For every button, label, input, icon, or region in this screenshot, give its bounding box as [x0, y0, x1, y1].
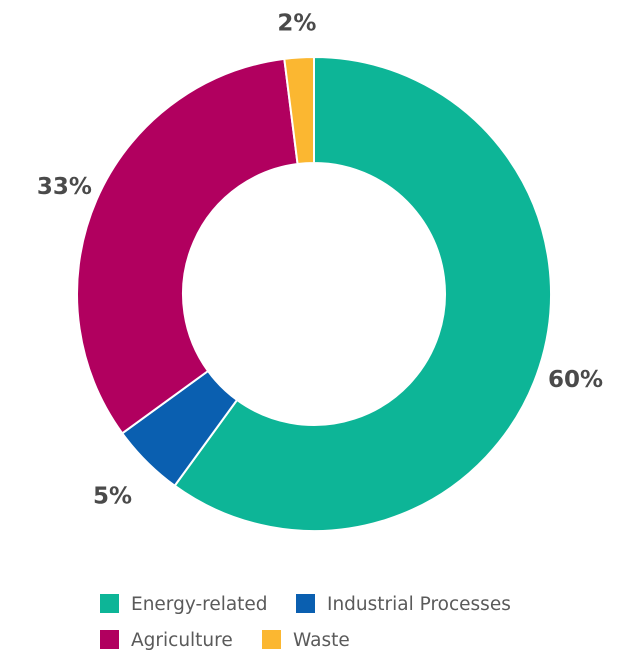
legend-swatch-energy-related	[100, 594, 119, 613]
legend-swatch-agriculture	[100, 630, 119, 649]
legend-label-agriculture: Agriculture	[131, 630, 233, 651]
data-labels: 60% 5% 33% 2%	[37, 11, 603, 510]
data-label-energy-related: 60%	[548, 367, 603, 393]
data-label-waste: 2%	[277, 11, 316, 37]
donut-slices	[76, 55, 552, 532]
legend-label-industrial-processes: Industrial Processes	[327, 594, 511, 615]
legend-label-energy-related: Energy-related	[131, 594, 268, 615]
data-label-agriculture: 33%	[37, 174, 92, 200]
slice-agriculture	[76, 57, 299, 435]
legend-swatch-industrial-processes	[296, 594, 315, 613]
slice-waste	[283, 55, 315, 166]
legend-label-waste: Waste	[293, 630, 350, 651]
data-label-industrial-processes: 5%	[93, 484, 132, 510]
slice-energy-related	[173, 55, 552, 532]
legend-swatch-waste	[262, 630, 281, 649]
legend: Energy-related Industrial Processes Agricu…	[100, 594, 511, 651]
